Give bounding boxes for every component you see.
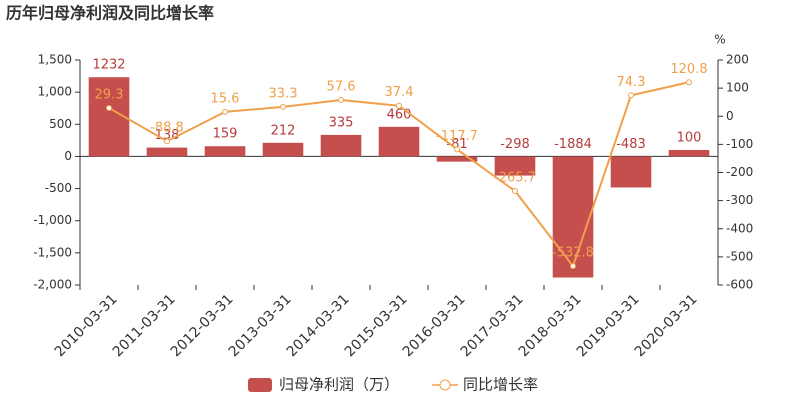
line-value-label: 37.4 [385,85,414,100]
line-value-label: -117.7 [436,129,478,144]
y2-tick-label: -200 [726,165,753,179]
bar-value-label: -483 [616,137,646,152]
y-tick-label: 1,500 [38,53,72,67]
line-point [570,263,576,270]
y2-tick-label: -300 [726,193,753,207]
legend-label: 同比增长率 [463,376,538,394]
line-value-label: 57.6 [327,80,356,95]
line-value-label: 15.6 [211,91,240,106]
bar [436,156,478,162]
bar-value-label: 159 [213,127,238,142]
bar [668,150,710,157]
bar [204,146,246,157]
bar [610,156,652,188]
line-value-label: 74.3 [617,75,646,90]
bar-value-label: 460 [387,107,412,122]
y-tick-label: 0 [64,149,72,163]
y-tick-label: -1,000 [33,213,72,227]
bar-value-label: -1884 [554,137,592,152]
line-point [512,187,518,194]
line-value-label: 33.3 [269,86,298,101]
bar [378,126,420,157]
bar-value-label: 138 [155,128,180,143]
line-point [686,79,692,86]
y2-axis-label: % [714,33,725,47]
bar-value-label: 100 [677,131,702,146]
legend-marker [439,379,451,391]
bar-value-label: -298 [500,137,530,152]
bar [146,147,188,157]
legend-label: 归母净利润（万） [279,376,399,394]
y2-tick-label: -600 [726,278,753,292]
line-point [396,102,402,109]
bar-value-label: 212 [271,123,296,138]
bar-value-label: 335 [329,115,354,130]
line-point [164,138,170,145]
bar [552,156,594,278]
line-value-label: 120.8 [670,62,707,77]
chart-title: 历年归母净利润及同比增长率 [6,4,214,23]
y-tick-label: -2,000 [33,278,72,292]
y2-tick-label: -500 [726,249,753,263]
x-tick-label: 2020-03-31 [632,291,701,360]
line-value-label: -265.7 [494,170,536,185]
line-value-label: -88.8 [150,121,184,136]
y-tick-label: 1,000 [38,85,72,99]
y2-tick-label: -100 [726,137,753,151]
line-point [280,103,286,110]
line-value-label: 29.3 [95,88,124,103]
line-point [106,105,112,112]
y-tick-label: -500 [45,181,72,195]
bar-value-label: -81 [446,137,467,152]
y2-tick-label: 0 [726,109,734,123]
line-point [338,97,344,104]
line-point [628,92,634,99]
y2-tick-label: 200 [726,53,749,67]
y-tick-label: 500 [49,117,72,131]
line-point [222,108,228,115]
line-value-label: -532.8 [552,246,594,261]
legend-swatch [248,378,272,392]
y-tick-label: -1,500 [33,245,72,259]
bar-value-label: 1232 [92,58,125,73]
bar [262,142,304,157]
bar [320,134,362,157]
y2-tick-label: 100 [726,81,749,95]
y2-tick-label: -400 [726,221,753,235]
line-point [454,146,460,153]
bar [494,156,536,176]
